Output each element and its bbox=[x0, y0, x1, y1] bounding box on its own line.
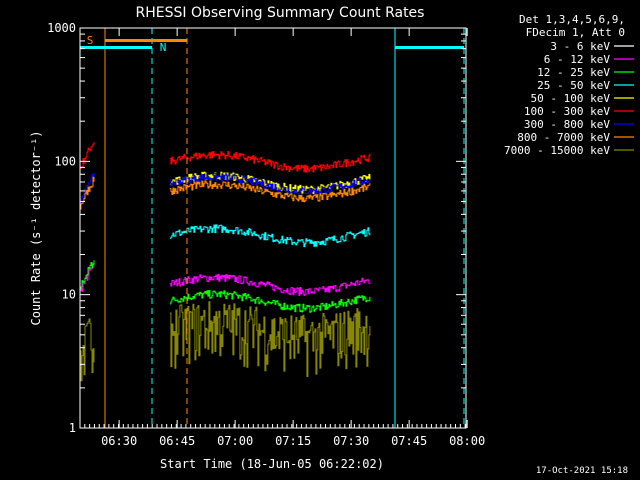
legend-header-line: Det 1,3,4,5,6,9, bbox=[519, 13, 625, 26]
x-tick-label-0730: 07:30 bbox=[333, 434, 369, 448]
legend-label-100-300-kev: 100 - 300 keV bbox=[524, 105, 610, 118]
x-axis-label: Start Time (18-Jun-05 06:22:02) bbox=[160, 457, 384, 471]
y-tick-label-1000: 1000 bbox=[47, 21, 76, 35]
night-bar-right bbox=[395, 46, 464, 49]
series-6-12-kev-segment-2 bbox=[169, 273, 371, 296]
legend-header-line: FDecim 1, Att 0 bbox=[526, 26, 625, 39]
x-tick-label-0630: 06:30 bbox=[101, 434, 137, 448]
series-300-800-kev-segment-2 bbox=[169, 172, 371, 195]
night-marker-label: N bbox=[160, 41, 167, 54]
series-3-6-kev-segment-2 bbox=[169, 331, 371, 410]
saa-marker-label: S bbox=[87, 34, 94, 47]
saa-bar bbox=[105, 39, 187, 42]
series-300-800-kev-segment-1 bbox=[80, 172, 95, 204]
x-tick-label-0745: 07:45 bbox=[391, 434, 427, 448]
legend-label-12-25-kev: 12 - 25 keV bbox=[537, 66, 610, 79]
legend: Det 1,3,4,5,6,9,FDecim 1, Att 03 - 6 keV… bbox=[504, 13, 634, 157]
series-25-50-kev-segment-2 bbox=[169, 224, 371, 248]
legend-label-50-100-kev: 50 - 100 keV bbox=[531, 92, 611, 105]
series-12-25-kev-segment-2 bbox=[169, 290, 371, 313]
series-100-300-kev-segment-2 bbox=[169, 151, 371, 173]
series-12-25-kev-segment-1 bbox=[80, 260, 95, 290]
x-tick-label-0645: 06:45 bbox=[159, 434, 195, 448]
chart-title: RHESSI Observing Summary Count Rates bbox=[136, 5, 425, 21]
series-7000-15000-kev-segment-1 bbox=[80, 318, 95, 382]
legend-label-3-6-kev: 3 - 6 keV bbox=[550, 40, 610, 53]
series-800-7000-kev-segment-1 bbox=[80, 176, 95, 210]
series-layer bbox=[80, 142, 371, 410]
series-3-6-kev-segment-1 bbox=[80, 317, 95, 399]
y-axis-label: Count Rate (s⁻¹ detector⁻¹) bbox=[29, 130, 43, 325]
x-tick-label-0715: 07:15 bbox=[275, 434, 311, 448]
legend-label-800-7000-kev: 800 - 7000 keV bbox=[517, 131, 610, 144]
legend-label-25-50-kev: 25 - 50 keV bbox=[537, 79, 610, 92]
series-7000-15000-kev-segment-2 bbox=[169, 301, 371, 377]
legend-label-6-12-kev: 6 - 12 keV bbox=[544, 53, 611, 66]
series-100-300-kev-segment-1 bbox=[80, 142, 95, 170]
x-tick-label-0700: 07:00 bbox=[217, 434, 253, 448]
legend-label-7000-15000-kev: 7000 - 15000 keV bbox=[504, 144, 610, 157]
generation-timestamp: 17-Oct-2021 15:18 bbox=[536, 466, 628, 476]
series-800-7000-kev-segment-2 bbox=[169, 180, 371, 203]
x-tick-label-0800: 08:00 bbox=[449, 434, 485, 448]
night-bar bbox=[80, 46, 152, 49]
series-50-100-kev-segment-2 bbox=[169, 171, 371, 194]
legend-label-300-800-kev: 300 - 800 keV bbox=[524, 118, 610, 131]
y-tick-label-1: 1 bbox=[69, 421, 76, 435]
axes-layer: 1 10 100 1000 06:30 06:45 07:00 07:15 07:30 07:45… bbox=[47, 21, 485, 448]
y-tick-label-10: 10 bbox=[62, 288, 76, 302]
y-tick-label-100: 100 bbox=[54, 154, 76, 168]
